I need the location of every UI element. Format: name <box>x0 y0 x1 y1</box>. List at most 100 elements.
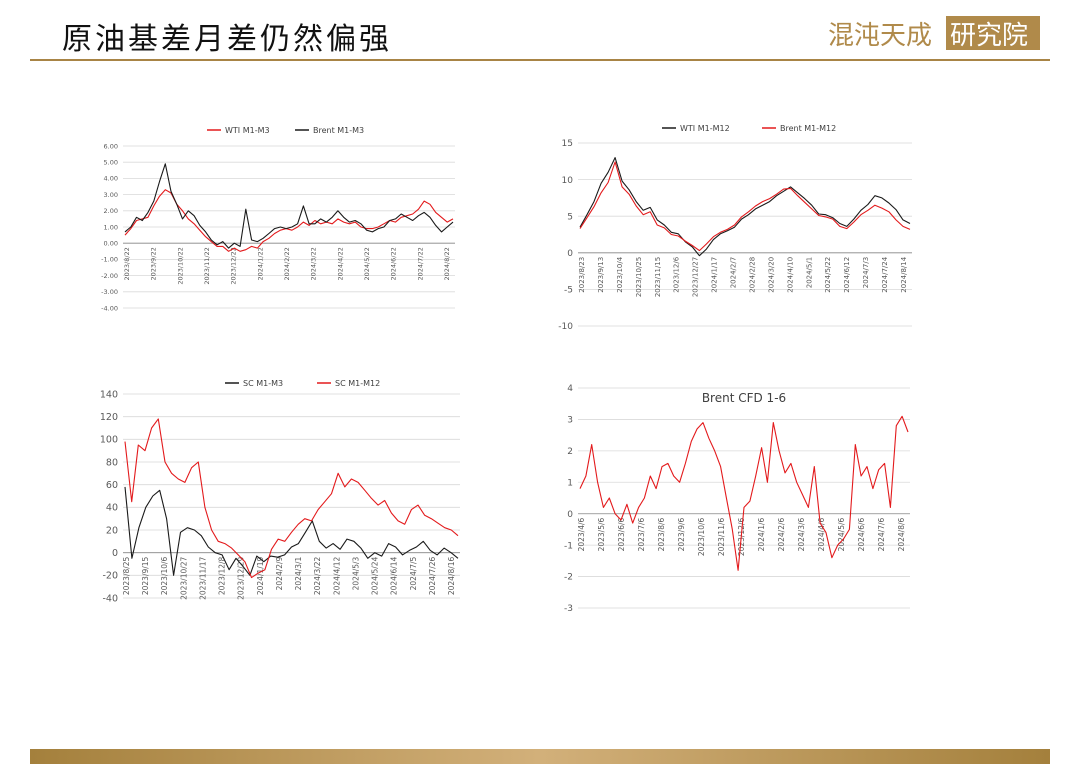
y-tick-label: 0.00 <box>104 239 118 247</box>
x-tick-label: 2023/12/27 <box>692 257 700 297</box>
x-tick-label: 2023/10/6 <box>697 517 706 556</box>
y-tick-label: 6.00 <box>104 142 118 150</box>
y-tick-label: 4 <box>567 384 573 394</box>
chart-grid <box>578 142 912 327</box>
x-tick-label: 2023/11/6 <box>717 517 726 556</box>
y-tick-label: -2.00 <box>101 272 118 280</box>
y-tick-label: 0 <box>567 249 573 259</box>
x-tick-label: 2024/2/22 <box>283 247 291 280</box>
y-tick-label: -3 <box>564 604 573 614</box>
y-tick-label: 4.00 <box>104 175 118 183</box>
header-divider <box>30 59 1050 61</box>
y-tick-label: 80 <box>106 457 118 468</box>
x-tick-label: 2024/4/22 <box>336 247 344 280</box>
x-tick-label: 2023/8/23 <box>578 257 586 293</box>
x-tick-label: 2024/8/6 <box>897 517 906 551</box>
logo-text-right: 研究院 <box>950 21 1028 51</box>
x-tick-label: 2024/7/5 <box>409 556 418 590</box>
y-tick-label: -4.00 <box>101 304 118 312</box>
y-tick-label: 60 <box>106 480 118 491</box>
x-tick-label: 2024/6/12 <box>843 257 851 293</box>
series-line-brent-cfd-1-6 <box>579 415 909 571</box>
x-tick-label: 2024/3/20 <box>767 257 775 293</box>
x-tick-label: 2023/12/8 <box>218 556 227 595</box>
chart-wti-brent-m1-m3: 6.00 5.00 4.00 3.00 2.00 1.00 0.00 -1.00 -2.00 -3… <box>101 126 455 312</box>
x-tick-label: 2023/9/13 <box>597 257 605 293</box>
y-tick-label: -1.00 <box>101 256 118 264</box>
y-tick-label: 0 <box>567 510 573 520</box>
page-title: 原油基差月差仍然偏强 <box>62 22 392 57</box>
x-tick-label: 2023/10/22 <box>176 247 184 284</box>
x-tick-label: 2024/7/6 <box>877 517 886 551</box>
x-tick-label: 2023/11/22 <box>203 247 211 284</box>
x-tick-label: 2023/12/29 <box>237 556 246 599</box>
x-tick-label: 2023/11/17 <box>198 556 207 599</box>
chart-grid <box>578 387 910 609</box>
chart-brent-cfd: 4 3 2 1 0 -1 -2 -3 2023/4/6 2023/5/6 2023/6/6 2023/… <box>564 384 910 614</box>
x-tick-label: 2023/9/6 <box>677 517 686 551</box>
x-tick-label: 2024/6/6 <box>857 517 866 551</box>
y-tick-label: -2 <box>564 573 573 583</box>
x-tick-label: 2024/6/14 <box>390 556 399 595</box>
x-tick-label: 2024/7/3 <box>862 257 870 288</box>
x-tick-label: 2024/1/17 <box>711 257 719 293</box>
series-line-brent-m1-m3 <box>124 163 454 249</box>
y-tick-label: 3.00 <box>104 191 118 199</box>
series-line-sc-m1-m12 <box>124 418 459 579</box>
x-tick-label: 2023/12/6 <box>673 256 681 292</box>
x-tick-label: 2024/5/22 <box>824 257 832 293</box>
x-tick-label: 2023/4/6 <box>577 517 586 551</box>
y-tick-label: 120 <box>100 412 118 423</box>
x-tick-label: 2023/8/6 <box>657 517 666 551</box>
y-tick-label: -10 <box>558 322 573 332</box>
x-tick-label: 2024/1/19 <box>256 556 265 595</box>
chart-title: Brent CFD 1-6 <box>702 391 786 405</box>
legend-label: SC M1-M3 <box>243 379 283 388</box>
y-tick-label: 15 <box>562 139 573 149</box>
x-tick-label: 2023/10/25 <box>635 257 643 297</box>
y-tick-label: 1 <box>567 478 573 488</box>
x-tick-label: 2024/3/1 <box>294 556 303 590</box>
legend-label: WTI M1-M3 <box>225 126 270 135</box>
x-tick-label: 2024/5/1 <box>805 257 813 288</box>
y-tick-label: 100 <box>100 435 118 446</box>
y-tick-label: -20 <box>102 571 118 582</box>
x-tick-label: 2023/9/15 <box>141 556 150 595</box>
x-tick-label: 2023/8/22 <box>123 247 131 280</box>
chart-sc-spreads: 140 120 100 80 60 40 20 0 -20 -40 2023/8/25 2023/9/… <box>100 379 460 604</box>
logo-text-left: 混沌天成 <box>828 21 932 51</box>
x-tick-label: 2023/7/6 <box>637 517 646 551</box>
y-tick-label: 1.00 <box>104 223 118 231</box>
x-tick-label: 2024/5/3 <box>351 556 360 590</box>
legend-label: SC M1-M12 <box>335 379 380 388</box>
x-tick-label: 2024/5/24 <box>371 556 380 595</box>
series-line-brent-m1-m12 <box>579 161 911 252</box>
x-tick-label: 2023/8/25 <box>122 556 131 595</box>
x-tick-label: 2023/11/15 <box>654 257 662 297</box>
x-tick-label: 2024/4/12 <box>332 556 341 595</box>
legend-label: Brent M1-M12 <box>780 124 836 133</box>
x-tick-label: 2024/8/14 <box>900 256 908 292</box>
chart-wti-brent-m1-m12: 15 10 5 0 -5 -10 2023/8/23 2023/9/13 2023/10/4 20… <box>558 124 912 332</box>
x-tick-label: 2024/2/28 <box>748 257 756 293</box>
x-tick-label: 2023/12/22 <box>230 247 238 284</box>
y-tick-label: 10 <box>562 176 574 186</box>
y-tick-label: 20 <box>106 525 118 536</box>
legend-label: Brent M1-M3 <box>313 126 364 135</box>
x-tick-label: 2024/5/22 <box>363 247 371 280</box>
x-tick-label: 2024/7/22 <box>416 247 424 280</box>
y-tick-label: 40 <box>106 503 118 514</box>
x-tick-label: 2024/4/6 <box>817 517 826 551</box>
x-tick-label: 2024/3/22 <box>313 556 322 595</box>
x-tick-label: 2024/1/6 <box>757 517 766 551</box>
series-line-wti-m1-m12 <box>579 157 911 257</box>
y-tick-label: 2.00 <box>104 207 118 215</box>
y-tick-label: 0 <box>112 548 118 559</box>
legend-label: WTI M1-M12 <box>680 124 730 133</box>
x-tick-label: 2024/2/7 <box>730 257 738 288</box>
x-tick-label: 2023/5/6 <box>597 517 606 551</box>
company-logo: 混沌天成 研究院 <box>828 16 1040 51</box>
y-tick-label: -5 <box>564 286 573 296</box>
x-tick-label: 2023/6/6 <box>617 517 626 551</box>
y-tick-label: 5.00 <box>104 158 118 166</box>
